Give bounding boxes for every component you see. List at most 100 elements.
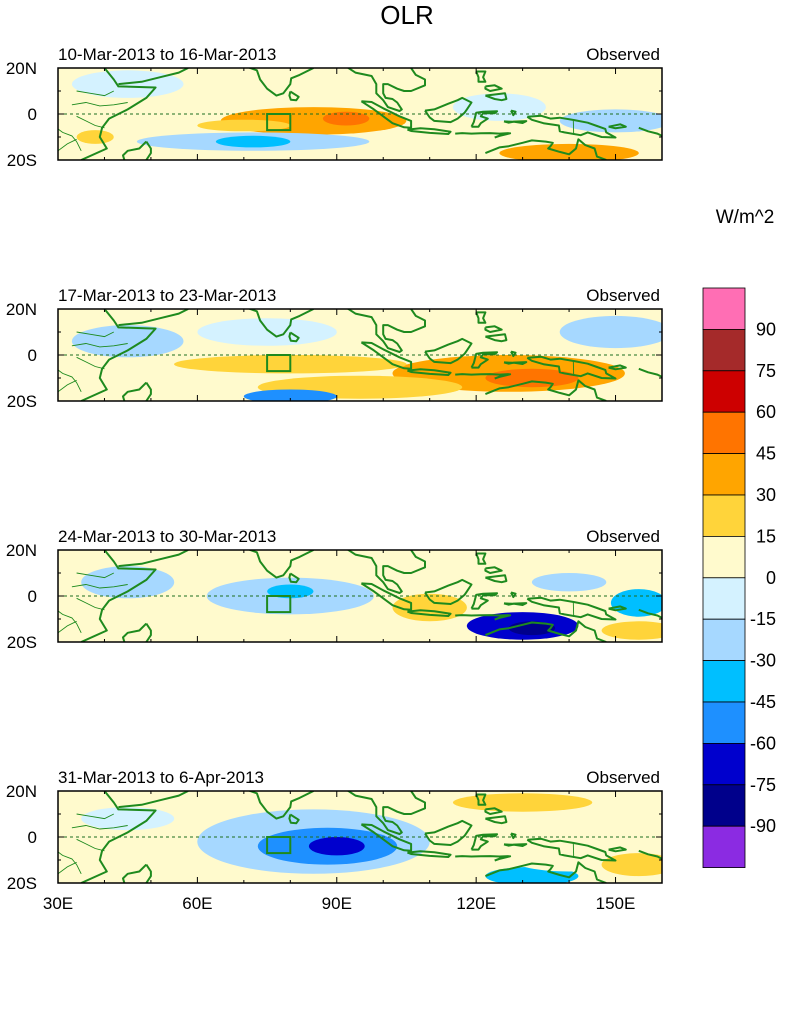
coastline [608, 123, 627, 130]
coastline [526, 114, 617, 139]
colorbar-label: -60 [750, 733, 776, 753]
coastline [122, 863, 148, 883]
coastline [484, 84, 503, 92]
anomaly-region [81, 841, 175, 870]
coastline [494, 132, 512, 139]
coastline [638, 126, 662, 137]
colorbar-swatch [702, 784, 746, 827]
coastline [513, 843, 528, 847]
colorbar-swatch [702, 453, 746, 496]
coastline [80, 68, 157, 160]
coastline [503, 602, 515, 606]
coastline [485, 379, 607, 401]
colorbar-swatch [702, 660, 746, 703]
colorbar-label: 75 [756, 361, 776, 381]
country-border [76, 838, 105, 852]
panel-period: 17-Mar-2013 to 23-Mar-2013 [58, 286, 276, 305]
coastline [360, 341, 413, 370]
coastline [608, 605, 627, 612]
coastline [288, 572, 300, 584]
coastline [485, 138, 607, 160]
colorbar-label: -45 [750, 692, 776, 712]
y-tick-label: 20N [6, 300, 37, 319]
coastline [470, 351, 499, 369]
anomaly-region [308, 837, 365, 856]
colorbar-swatch [702, 287, 746, 330]
figure-title: OLR [380, 0, 433, 30]
anomaly-region [215, 135, 291, 148]
coastline [346, 68, 426, 112]
colorbar-label: 45 [756, 444, 776, 464]
y-tick-label: 20S [7, 392, 37, 411]
anomaly-region [531, 573, 607, 592]
coastline [346, 791, 426, 835]
colorbar-label: 60 [756, 402, 776, 422]
map-panels: 20N 0 20S 10-Mar-2013 to 16-Mar-2013 Observe… [6, 45, 663, 893]
x-axis: 30E 60E 90E 120E 150E [43, 894, 635, 913]
y-tick-label: 0 [28, 346, 37, 365]
anomaly-region [243, 389, 337, 401]
country-border [71, 825, 128, 830]
coastline [485, 620, 607, 642]
coastline [526, 837, 617, 862]
coastline [513, 602, 528, 606]
coastline [288, 90, 300, 102]
anomaly-region [197, 318, 337, 346]
colorbar-label: 0 [766, 568, 776, 588]
coastline [455, 373, 509, 376]
coastline [638, 608, 662, 619]
x-tick-label: 90E [322, 894, 352, 913]
country-border [58, 610, 82, 634]
coastline [526, 596, 617, 621]
coastline [360, 582, 413, 611]
colorbar-label: -90 [750, 816, 776, 836]
anomaly-region [71, 325, 184, 358]
colorbar-swatch [702, 577, 746, 620]
y-tick-label: 0 [28, 105, 37, 124]
country-border [76, 597, 105, 611]
anomaly-region [267, 584, 314, 599]
coastline [485, 574, 508, 584]
index-box [266, 595, 292, 614]
country-border [71, 102, 128, 107]
coastline [424, 819, 473, 846]
coastline [475, 70, 487, 83]
coastline [494, 373, 512, 380]
x-tick-label: 120E [456, 894, 496, 913]
colorbar-swatch [702, 494, 746, 537]
coastline [470, 833, 499, 851]
coastline [513, 120, 528, 124]
coastline [503, 361, 515, 365]
colorbar-label: 15 [756, 526, 776, 546]
colorbar: W/m^2 90 75 60 45 30 15 0 -15 -30 -45 -60 -75 -90 [702, 207, 776, 869]
colorbar-swatch [702, 743, 746, 786]
y-tick-label: 20N [6, 541, 37, 560]
coastline [608, 846, 627, 853]
coastline [513, 361, 528, 365]
colorbar-swatch [702, 701, 746, 744]
coastline [118, 68, 189, 86]
country-border [76, 90, 114, 97]
coastline [475, 311, 487, 324]
coastline [510, 832, 517, 840]
map-field [58, 68, 662, 160]
coastline [510, 591, 517, 599]
anomaly-region [559, 315, 662, 349]
coastline [484, 807, 503, 815]
coastline [485, 861, 607, 883]
panel-period: 10-Mar-2013 to 16-Mar-2013 [58, 45, 276, 64]
coastline [407, 127, 452, 135]
coastline [424, 578, 473, 605]
country-border [76, 331, 114, 338]
x-tick-label: 30E [43, 894, 73, 913]
colorbar-swatch [702, 411, 746, 455]
country-border [58, 851, 82, 875]
coastline [80, 791, 157, 883]
colorbar-label: 90 [756, 319, 776, 339]
coastline [288, 331, 300, 343]
anomaly-region [513, 848, 625, 872]
map-field [58, 791, 662, 883]
country-border [71, 584, 128, 589]
coastline [247, 550, 314, 579]
